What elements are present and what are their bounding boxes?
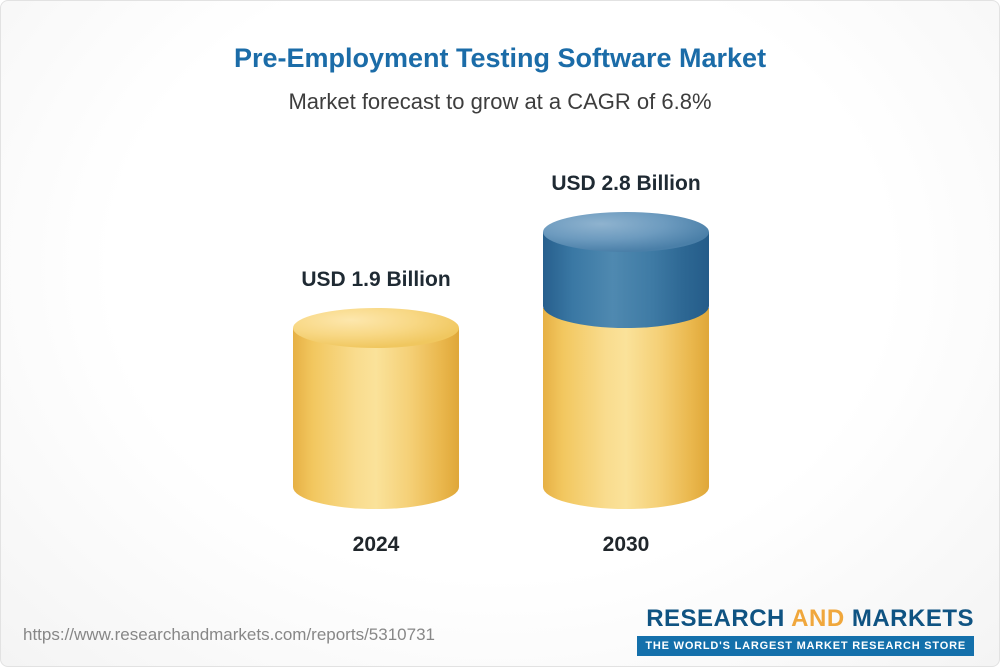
- logo-tagline: THE WORLD'S LARGEST MARKET RESEARCH STOR…: [637, 636, 974, 656]
- bar-2024-body: [293, 328, 459, 509]
- chart-title: Pre-Employment Testing Software Market: [233, 43, 767, 73]
- value-label-2024: USD 1.9 Billion: [301, 268, 451, 291]
- bar-2024: [293, 308, 459, 509]
- logo-wordmark: RESEARCH AND MARKETS: [637, 605, 974, 633]
- logo-word-markets: MARKETS: [851, 605, 974, 632]
- x-axis-label-2030: 2030: [602, 533, 650, 556]
- bar-2030-top-face: [543, 212, 709, 252]
- research-and-markets-logo: RESEARCH AND MARKETS THE WORLD'S LARGEST…: [637, 605, 974, 656]
- bar-2024-top-face: [293, 308, 459, 348]
- bar-2030-base-body: [543, 308, 709, 509]
- bar-2030: [543, 212, 709, 509]
- bar-2030-base-segment: [543, 308, 709, 509]
- logo-word-and: AND: [791, 605, 845, 632]
- report-url[interactable]: https://www.researchandmarkets.com/repor…: [23, 625, 435, 644]
- x-axis-label-2024: 2024: [352, 533, 400, 556]
- chart-subtitle: Market forecast to grow at a CAGR of 6.8…: [288, 89, 712, 114]
- value-label-2030: USD 2.8 Billion: [551, 172, 701, 195]
- bar-2030-growth-segment: [543, 212, 709, 328]
- logo-word-research: RESEARCH: [646, 605, 785, 632]
